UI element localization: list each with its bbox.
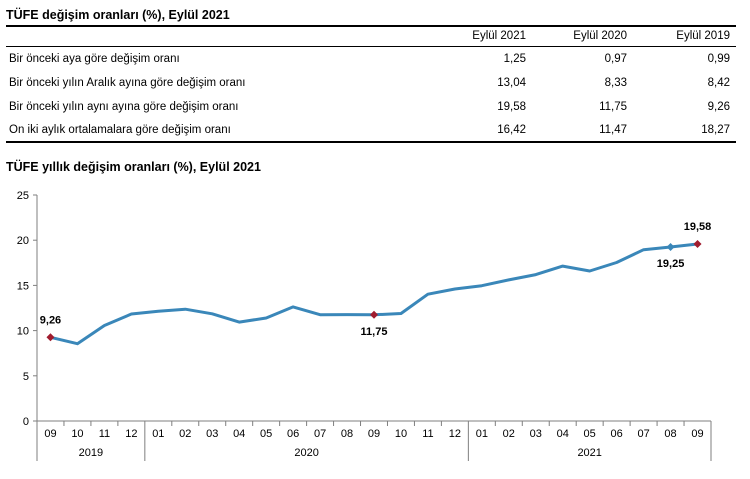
table-cell: 9,26	[707, 101, 730, 113]
x-tick-label: 09	[368, 428, 380, 440]
x-tick-label: 11	[99, 428, 110, 440]
x-tick-label: 03	[530, 428, 542, 440]
data-label: 11,75	[361, 326, 388, 338]
y-tick-label: 0	[23, 416, 29, 428]
x-tick-label: 05	[260, 428, 272, 440]
x-tick-label: 07	[637, 428, 649, 440]
row-label-monthly: Bir önceki aya göre değişim oranı	[9, 53, 180, 65]
year-label: 2021	[577, 447, 601, 459]
table-cell: 13,04	[497, 77, 526, 89]
x-tick-label: 04	[557, 428, 569, 440]
x-tick-label: 10	[395, 428, 407, 440]
x-tick-label: 04	[233, 428, 245, 440]
table-cell: 18,27	[701, 124, 730, 136]
x-tick-label: 01	[476, 428, 488, 440]
data-label: 9,26	[40, 314, 61, 326]
row-label-annual: Bir önceki yılın aynı ayına göre değişim…	[9, 101, 239, 113]
x-tick-label: 02	[179, 428, 191, 440]
year-label: 2019	[79, 447, 103, 459]
table-top-rule	[6, 25, 736, 27]
table-cell: 1,25	[503, 53, 526, 65]
data-point-marker	[666, 242, 675, 251]
data-point-marker	[693, 239, 702, 248]
y-tick-label: 20	[17, 235, 29, 247]
table-cell: 8,42	[707, 77, 730, 89]
row-label-ytd: Bir önceki yılın Aralık ayına göre değiş…	[9, 77, 246, 89]
chart-title: TÜFE yıllık değişim oranları (%), Eylül …	[6, 160, 261, 174]
x-tick-label: 10	[71, 428, 83, 440]
x-tick-label: 11	[422, 428, 433, 440]
table-cell: 16,42	[497, 124, 526, 136]
x-tick-label: 02	[503, 428, 515, 440]
x-tick-label: 08	[664, 428, 676, 440]
column-header-sep-2020: Eylül 2020	[573, 30, 627, 42]
x-tick-label: 09	[44, 428, 56, 440]
x-tick-label: 06	[287, 428, 299, 440]
table-cell: 8,33	[604, 77, 627, 89]
table-bottom-rule	[6, 141, 736, 143]
x-tick-label: 12	[125, 428, 137, 440]
year-label: 2020	[294, 447, 318, 459]
table-cell: 11,47	[599, 124, 627, 136]
x-tick-label: 06	[611, 428, 623, 440]
x-tick-label: 07	[314, 428, 326, 440]
x-tick-label: 09	[691, 428, 703, 440]
column-header-sep-2019: Eylül 2019	[676, 30, 730, 42]
table-cell: 0,99	[707, 53, 730, 65]
y-tick-label: 5	[23, 371, 29, 383]
row-label-12m-average: On iki aylık ortalamalara göre değişim o…	[9, 124, 231, 136]
table-header-rule	[6, 46, 736, 47]
table-cell: 19,58	[497, 101, 526, 113]
x-tick-label: 12	[449, 428, 461, 440]
x-tick-label: 08	[341, 428, 353, 440]
column-header-sep-2021: Eylül 2021	[472, 30, 526, 42]
data-label: 19,58	[684, 221, 712, 233]
y-tick-label: 25	[17, 190, 29, 202]
x-tick-label: 03	[206, 428, 218, 440]
data-point-marker	[46, 333, 55, 342]
y-tick-label: 10	[17, 326, 29, 338]
y-tick-label: 15	[17, 280, 29, 292]
data-label: 19,25	[657, 258, 685, 270]
data-point-marker	[370, 310, 378, 319]
table-cell: 0,97	[604, 53, 627, 65]
x-tick-label: 01	[152, 428, 164, 440]
table-title: TÜFE değişim oranları (%), Eylül 2021	[6, 8, 230, 22]
table-cell: 11,75	[599, 101, 627, 113]
x-tick-label: 05	[584, 428, 596, 440]
